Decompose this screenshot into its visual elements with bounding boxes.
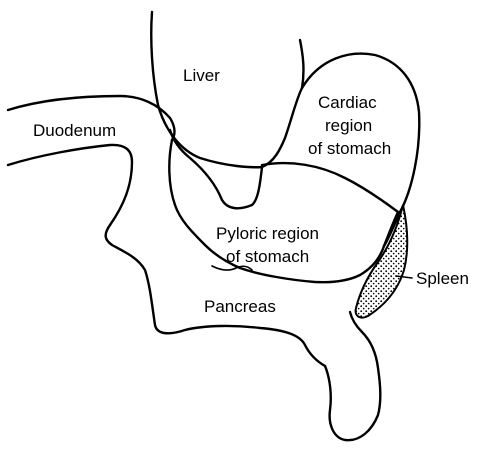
label-cardiac-line2: region <box>325 116 372 135</box>
label-pancreas: Pancreas <box>204 297 276 316</box>
label-duodenum: Duodenum <box>33 121 116 140</box>
duodenum-lower-outline <box>6 143 327 368</box>
pancreas-outline <box>323 310 382 442</box>
label-pyloric-line2: of stomach <box>226 247 309 266</box>
label-spleen: Spleen <box>416 269 469 288</box>
cardiac-region-outline <box>300 52 421 248</box>
label-cardiac-line3: of stomach <box>308 139 391 158</box>
duodenum-outline <box>6 94 176 142</box>
stomach-divider <box>168 128 264 210</box>
label-cardiac-line1: Cardiac <box>318 93 377 112</box>
pyloric-region-outline <box>168 138 400 284</box>
pyloric-fold <box>211 265 253 271</box>
label-liver: Liver <box>183 66 220 85</box>
label-pyloric-line1: Pyloric region <box>216 224 319 243</box>
spleen-shape <box>354 204 409 319</box>
cardiac-lower-line <box>260 161 400 214</box>
spleen-pointer <box>395 275 413 279</box>
